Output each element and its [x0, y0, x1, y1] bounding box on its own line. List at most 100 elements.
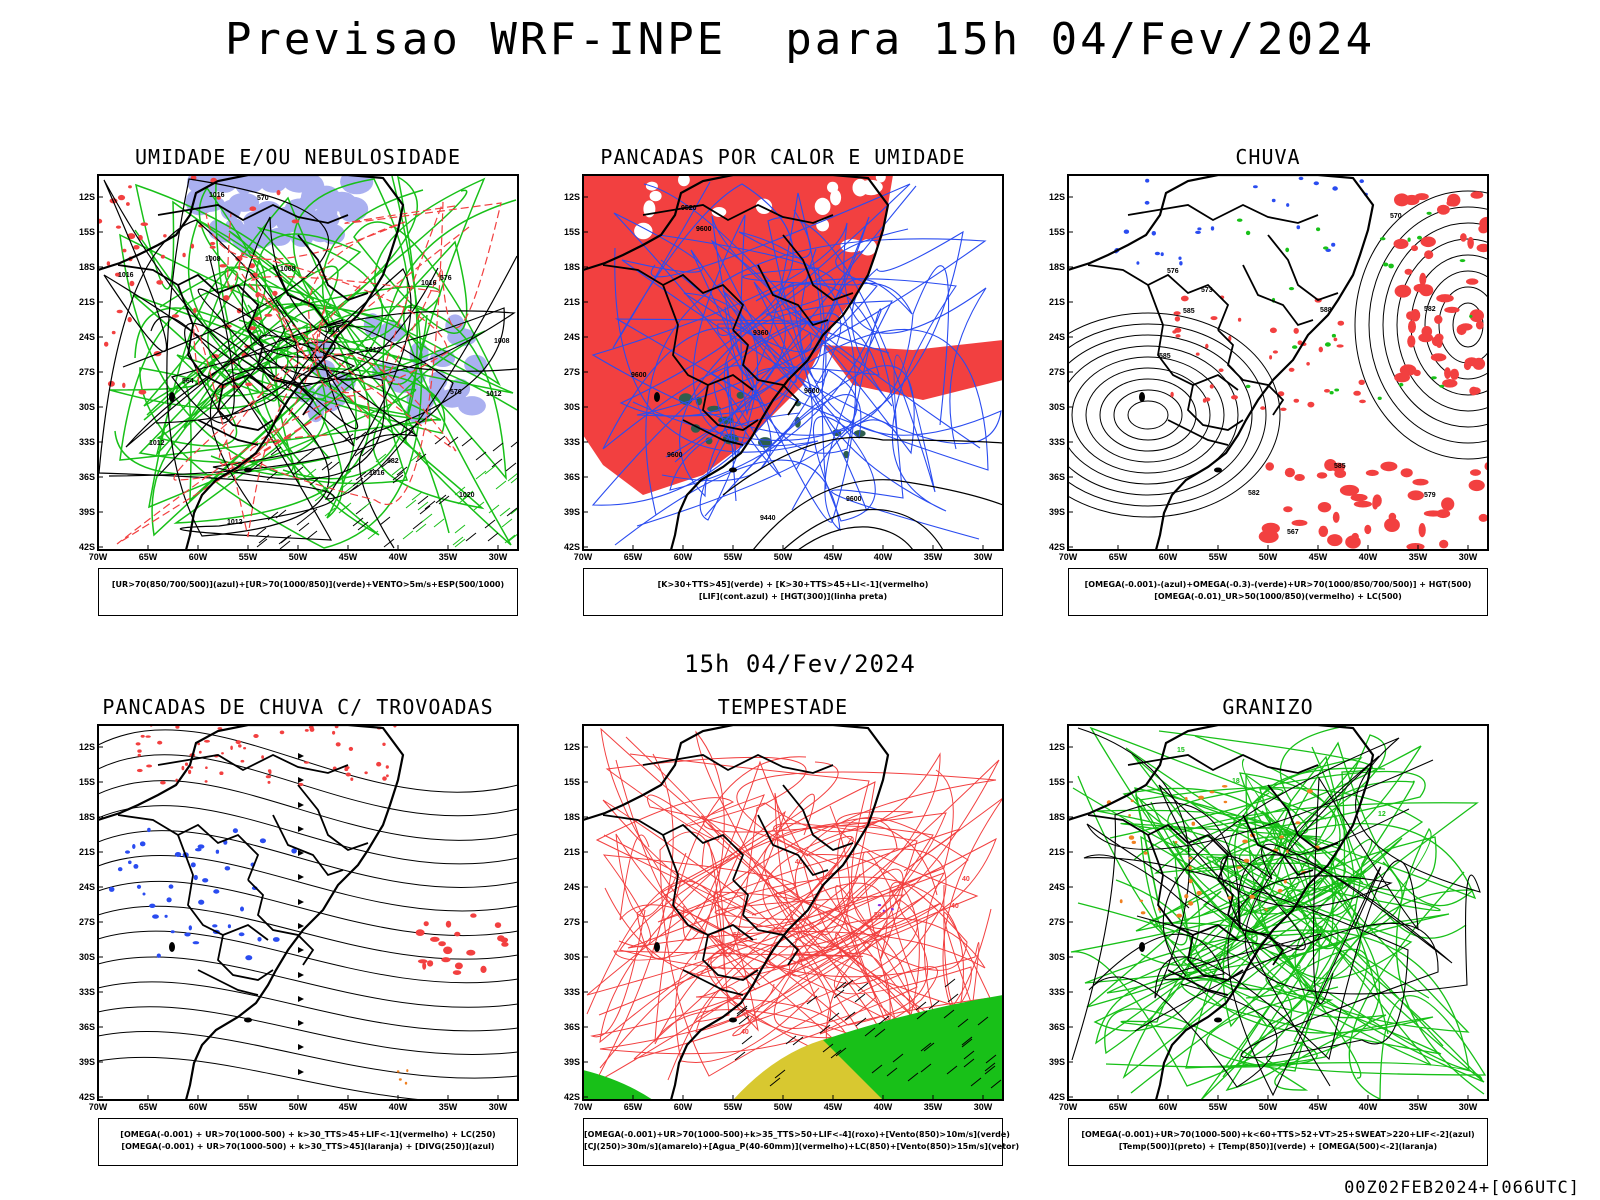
divergence-blue: [198, 899, 205, 905]
red-speck: [106, 261, 111, 266]
country-border: [702, 384, 759, 431]
panel-legend: [OMEGA(-0.001)+UR>70(1000-500)+k<60+TTS>…: [1068, 1118, 1488, 1166]
country-border: [757, 814, 829, 877]
flow-arrow: [298, 802, 304, 808]
rain-speck: [1180, 295, 1189, 302]
wind-vector: [309, 476, 321, 486]
panel-chuva: CHUVA 585 585 582 582 579 576 573 570 567 588 585 1…: [1038, 145, 1498, 635]
rain-area: [1394, 284, 1412, 298]
storm-red-speck: [385, 765, 389, 769]
country-border: [1242, 814, 1314, 877]
wind-vector: [306, 508, 318, 518]
wind-vector: [328, 461, 340, 471]
hgt300-contour: [722, 436, 1003, 496]
flow-arrow: [298, 972, 304, 978]
wind-vector-strong: [457, 495, 469, 505]
wind-vector: [266, 471, 278, 481]
rain-area: [1469, 386, 1478, 396]
rain-speck: [1172, 330, 1177, 334]
omega-green: [1459, 259, 1466, 263]
wind-vector: [292, 466, 304, 476]
wind-vector-strong: [405, 499, 417, 509]
contour-label: 9600: [667, 452, 683, 459]
wind-vector: [835, 981, 847, 991]
divergence-blue: [232, 828, 238, 834]
wind-vector-strong: [433, 518, 445, 528]
wind-vector: [857, 982, 869, 992]
storm-red-speck: [204, 739, 210, 743]
rain-speck: [1293, 398, 1300, 403]
lat-label: 12S: [564, 192, 580, 202]
contour-label: 40: [741, 1029, 749, 1036]
contour-label: 1012: [486, 391, 502, 398]
lake: [169, 942, 175, 952]
red-speck: [122, 248, 127, 253]
omega500-orange: [1236, 866, 1242, 869]
lon-label: 65W: [1109, 1102, 1128, 1112]
lc850-contour: [619, 834, 929, 1040]
rain-speck: [1293, 327, 1299, 334]
rain-area: [1439, 539, 1449, 549]
lc850-contour: [598, 769, 997, 1016]
lat-label: 15S: [79, 777, 95, 787]
wind-vector: [424, 500, 436, 510]
lat-label: 30S: [564, 402, 580, 412]
wind-vector: [985, 1054, 997, 1064]
lon-label: 50W: [289, 1102, 308, 1112]
lat-label: 24S: [79, 332, 95, 342]
temp850-contour: [1140, 835, 1487, 1100]
lon-label: 70W: [89, 552, 108, 562]
omega-green: [1407, 237, 1411, 242]
wind-vector: [923, 1042, 935, 1052]
wind-vector: [251, 461, 263, 471]
red-speck: [276, 189, 281, 196]
rain-area: [1472, 357, 1486, 370]
lat-label: 36S: [1049, 1022, 1065, 1032]
purple-speck: [882, 909, 885, 913]
red-speck: [122, 382, 126, 388]
wind-vector-strong: [391, 466, 403, 476]
streamline-250: [98, 754, 518, 817]
divergence-blue: [238, 932, 245, 937]
red-speck: [209, 241, 216, 246]
omega-blue: [1160, 252, 1164, 257]
lake: [654, 942, 660, 952]
rain-area: [1351, 532, 1359, 541]
hgt500-contour: [1099, 378, 1197, 452]
rain-area: [1437, 204, 1450, 215]
contour-label: 576: [450, 389, 462, 396]
lat-label: 12S: [1049, 742, 1065, 752]
map-frame: [97, 174, 519, 551]
lat-label: 33S: [79, 987, 95, 997]
rain-area: [1317, 502, 1332, 513]
wind-vector-strong: [325, 481, 337, 491]
red-speck: [117, 194, 126, 201]
wind-vector: [306, 530, 318, 540]
humidity-850-500: [234, 175, 254, 195]
rain-speck: [1231, 395, 1238, 400]
red-speck: [219, 264, 227, 268]
rain-area: [1393, 238, 1409, 249]
island: [244, 1017, 252, 1023]
divergence-blue: [170, 930, 175, 934]
lat-label: 18S: [79, 812, 95, 822]
lc850-contour: [604, 835, 920, 1060]
lon-label: 30W: [1459, 1102, 1478, 1112]
rain-area: [1318, 525, 1329, 537]
omega500-orange: [1184, 894, 1189, 899]
omega-green: [1439, 384, 1445, 388]
omega500-orange: [1128, 835, 1135, 840]
hgt300-contour: [797, 526, 914, 550]
lif-contour: [690, 209, 857, 523]
rain-area: [1434, 315, 1443, 324]
thickness-contour: [116, 212, 406, 545]
divergence-blue: [168, 884, 174, 889]
wind-850-green: [583, 1070, 653, 1100]
contour-label: 40: [795, 859, 803, 866]
omega500-orange: [1119, 899, 1123, 904]
country-border: [682, 419, 744, 446]
humidity-850-500: [428, 371, 448, 390]
lon-label: 35W: [924, 552, 943, 562]
storm-red-speck: [267, 769, 272, 773]
wind-vector: [963, 1058, 975, 1068]
